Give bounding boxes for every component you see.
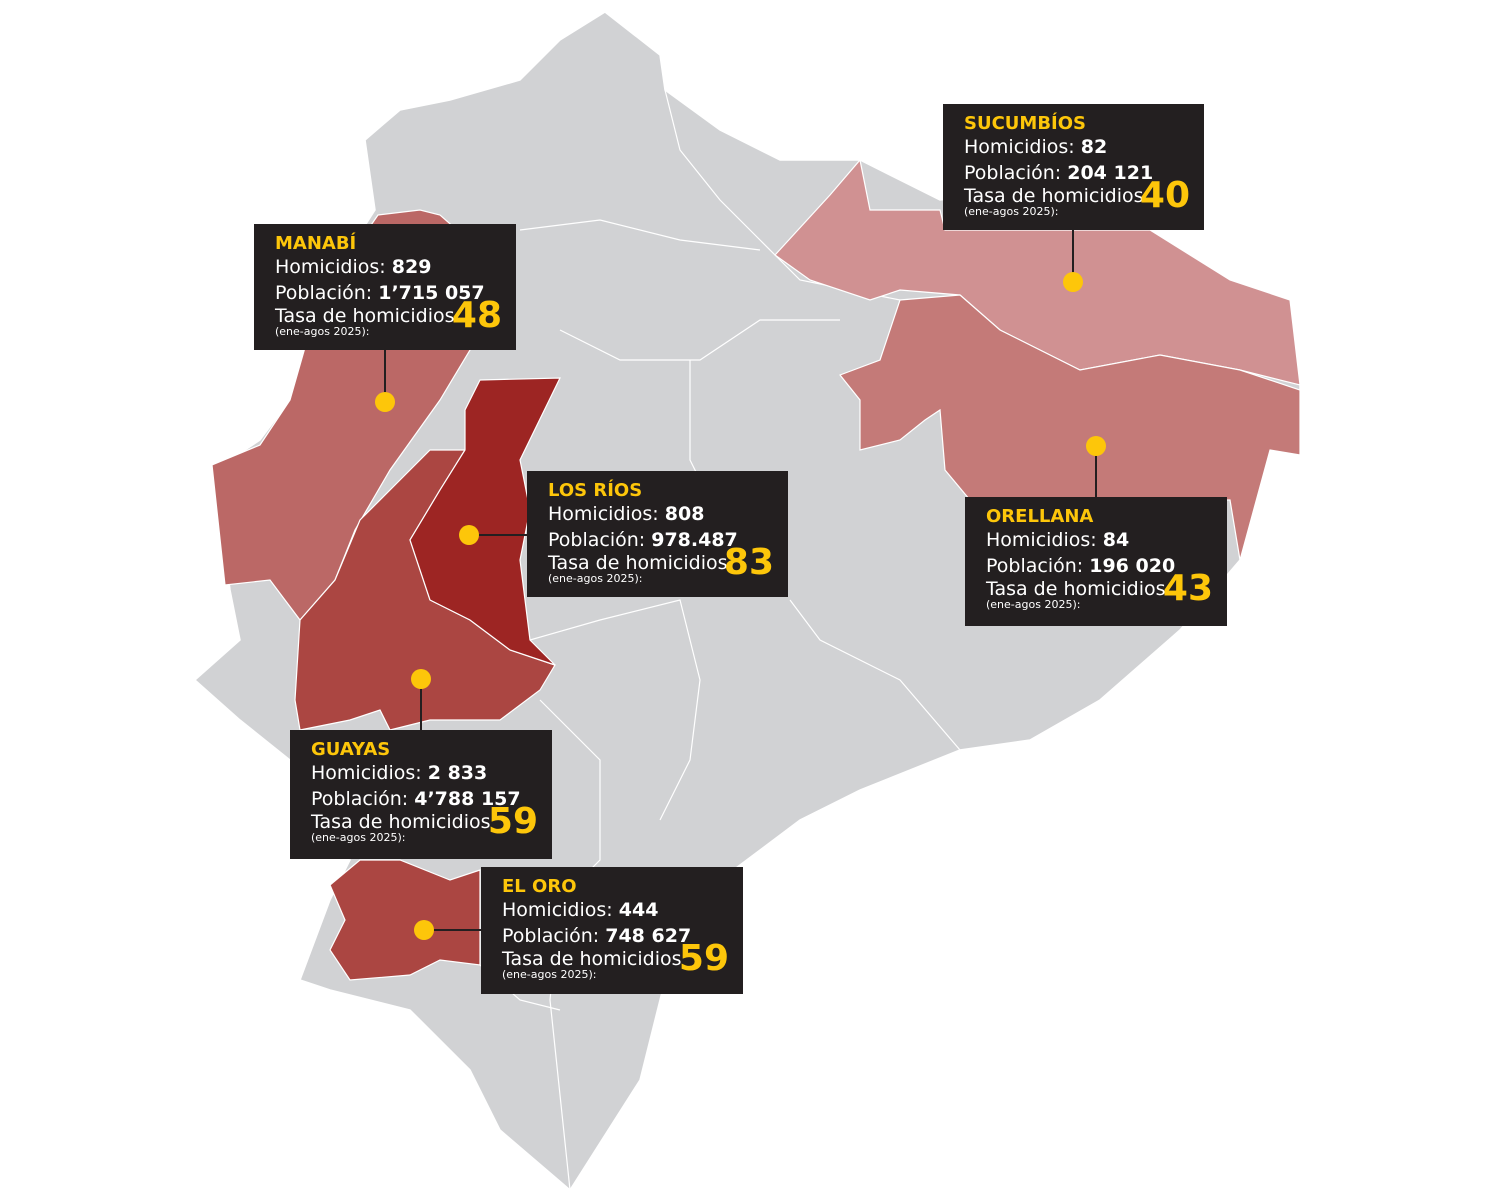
tasa-label: Tasa de homicidios xyxy=(311,811,491,833)
homicidios-label: Homicidios: xyxy=(548,503,659,525)
poblacion-label: Población: xyxy=(986,555,1084,577)
info-box-los-rios: LOS RÍOS Homicidios: 808 Población: 978.… xyxy=(527,471,788,597)
info-box-manabi: MANABÍ Homicidios: 829 Población: 1’715 … xyxy=(254,224,516,350)
poblacion-value: 4’788 157 xyxy=(414,788,521,810)
location-markers xyxy=(375,272,1106,940)
homicidios-label: Homicidios: xyxy=(964,136,1075,158)
marker-el-oro[interactable] xyxy=(414,920,434,940)
periodo-label: (ene-agos 2025): xyxy=(964,205,1059,218)
tasa-label: Tasa de homicidios xyxy=(502,948,682,970)
poblacion-value: 1’715 057 xyxy=(378,282,485,304)
province-name: ORELLANA xyxy=(986,506,1094,527)
province-orellana[interactable] xyxy=(839,294,1301,561)
poblacion-value: 204 121 xyxy=(1067,162,1154,184)
province-name: SUCUMBÍOS xyxy=(964,113,1087,134)
poblacion-value: 978.487 xyxy=(651,529,738,551)
homicidios-value: 2 833 xyxy=(427,762,488,784)
marker-guayas[interactable] xyxy=(411,669,431,689)
periodo-label: (ene-agos 2025): xyxy=(275,325,370,338)
homicidios-label: Homicidios: xyxy=(986,529,1097,551)
province-sucumbios[interactable] xyxy=(774,158,1301,386)
homicidios-value: 444 xyxy=(618,899,659,921)
poblacion-label: Población: xyxy=(502,925,600,947)
info-box-guayas: GUAYAS Homicidios: 2 833 Población: 4’78… xyxy=(290,730,552,859)
province-name: EL ORO xyxy=(502,876,577,897)
tasa-label: Tasa de homicidios xyxy=(964,185,1144,207)
marker-los-rios[interactable] xyxy=(459,525,479,545)
tasa-value: 83 xyxy=(723,542,774,583)
marker-manabi[interactable] xyxy=(375,392,395,412)
periodo-label: (ene-agos 2025): xyxy=(311,831,406,844)
info-box-orellana: ORELLANA Homicidios: 84 Población: 196 0… xyxy=(965,497,1227,626)
tasa-value: 43 xyxy=(1162,568,1213,609)
tasa-label: Tasa de homicidios xyxy=(986,578,1166,600)
poblacion-label: Población: xyxy=(964,162,1062,184)
homicidios-label: Homicidios: xyxy=(311,762,422,784)
poblacion-label: Población: xyxy=(311,788,409,810)
homicidios-value: 808 xyxy=(664,503,705,525)
province-los-rios[interactable] xyxy=(409,377,561,666)
poblacion-value: 196 020 xyxy=(1089,555,1176,577)
info-box-sucumbios: SUCUMBÍOS Homicidios: 82 Población: 204 … xyxy=(943,104,1204,230)
periodo-label: (ene-agos 2025): xyxy=(548,572,643,585)
tasa-value: 40 xyxy=(1139,175,1190,216)
poblacion-label: Población: xyxy=(548,529,646,551)
poblacion-label: Población: xyxy=(275,282,373,304)
tasa-value: 48 xyxy=(451,295,502,336)
homicidios-value: 829 xyxy=(391,256,432,278)
marker-orellana[interactable] xyxy=(1086,436,1106,456)
province-name: GUAYAS xyxy=(311,739,391,760)
homicidios-label: Homicidios: xyxy=(275,256,386,278)
tasa-label: Tasa de homicidios xyxy=(275,305,455,327)
homicidios-value: 84 xyxy=(1102,529,1130,551)
province-name: MANABÍ xyxy=(275,233,357,254)
tasa-label: Tasa de homicidios xyxy=(548,552,728,574)
periodo-label: (ene-agos 2025): xyxy=(986,598,1081,611)
tasa-value: 59 xyxy=(487,801,538,842)
marker-sucumbios[interactable] xyxy=(1063,272,1083,292)
info-box-el-oro: EL ORO Homicidios: 444 Población: 748 62… xyxy=(481,867,743,994)
province-el-oro[interactable] xyxy=(329,859,481,981)
homicidios-label: Homicidios: xyxy=(502,899,613,921)
homicidios-value: 82 xyxy=(1080,136,1108,158)
periodo-label: (ene-agos 2025): xyxy=(502,968,597,981)
tasa-value: 59 xyxy=(678,938,729,979)
poblacion-value: 748 627 xyxy=(605,925,692,947)
province-name: LOS RÍOS xyxy=(548,480,643,501)
